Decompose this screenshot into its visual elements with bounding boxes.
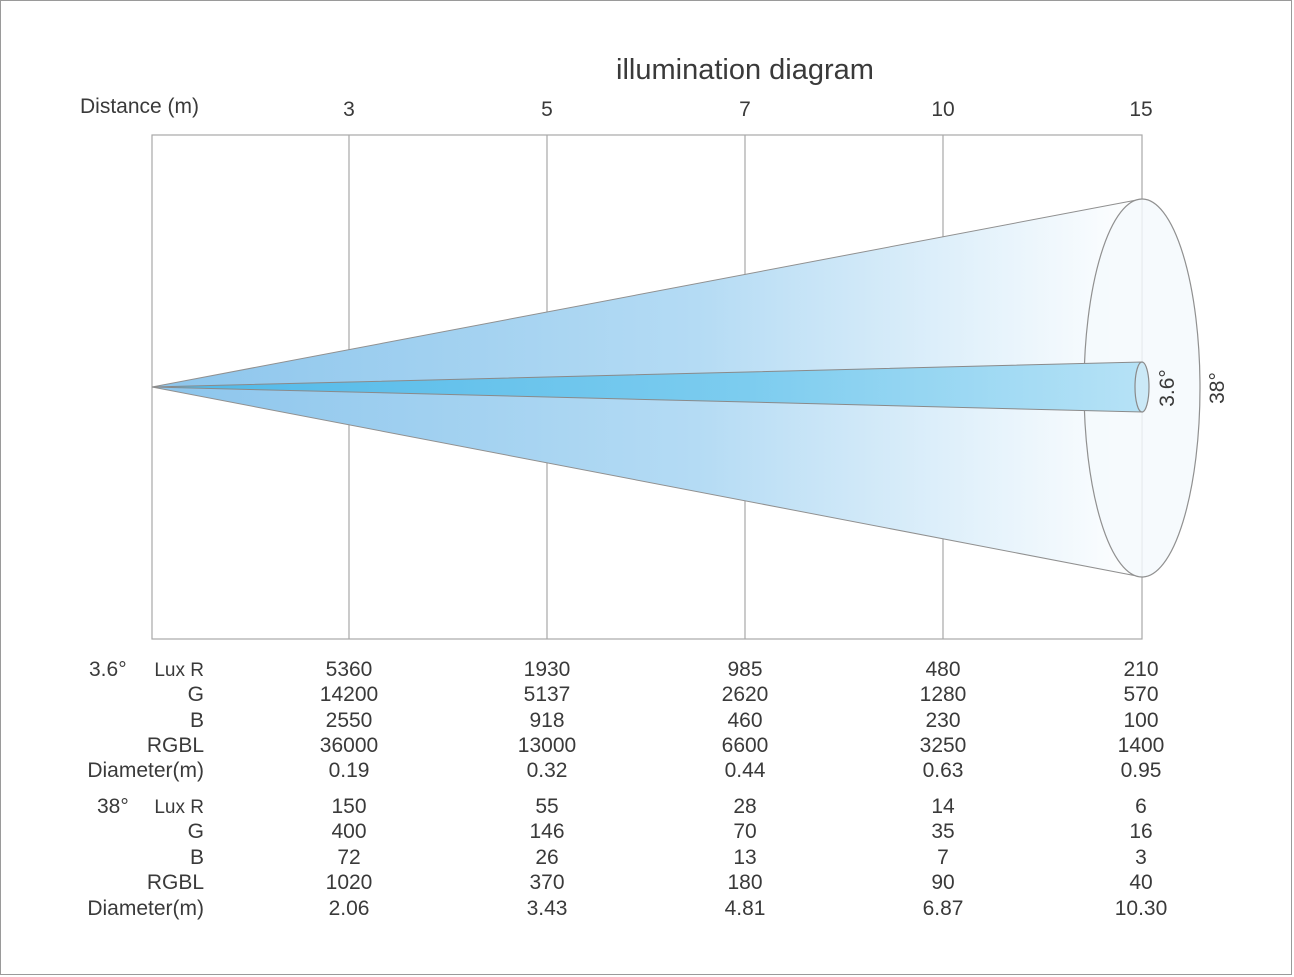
table-cell: 0.32	[527, 759, 568, 782]
table-cell: 40	[1129, 871, 1152, 894]
table-cell: 918	[529, 709, 564, 732]
row-label: Diameter(m)	[87, 897, 204, 920]
table-cell: 6600	[722, 734, 769, 757]
row-label: Lux R	[154, 660, 204, 681]
table-cell: 28	[733, 795, 756, 818]
distance-tick: 15	[1129, 98, 1152, 121]
table-cell: 0.19	[329, 759, 370, 782]
table-cell: 1280	[920, 683, 967, 706]
distance-tick: 3	[343, 98, 355, 121]
table-cell: 570	[1123, 683, 1158, 706]
table-cell: 985	[727, 658, 762, 681]
table-cell: 100	[1123, 709, 1158, 732]
table-cell: 16	[1129, 820, 1152, 843]
table-narrow: 3.6° Lux R G B RGBL Diameter(m) 5360 193…	[87, 658, 1164, 782]
row-label: RGBL	[147, 734, 204, 757]
table-cell: 13000	[518, 734, 576, 757]
table-cell: 210	[1123, 658, 1158, 681]
diagram-title: illumination diagram	[616, 54, 874, 86]
table-angle: 38°	[97, 795, 129, 818]
table-cell: 2550	[326, 709, 373, 732]
row-label: B	[190, 709, 204, 732]
table-cell: 55	[535, 795, 558, 818]
table-cell: 146	[529, 820, 564, 843]
distance-tick: 5	[541, 98, 553, 121]
narrow-beam-ellipse	[1134, 361, 1150, 413]
table-cell: 460	[727, 709, 762, 732]
table-cell: 2.06	[329, 897, 370, 920]
table-cell: 26	[535, 846, 558, 869]
table-cell: 3250	[920, 734, 967, 757]
table-cell: 6.87	[923, 897, 964, 920]
table-cell: 14	[931, 795, 955, 818]
narrow-angle-label: 3.6°	[1156, 369, 1179, 407]
table-cell: 1020	[326, 871, 373, 894]
table-cell: 0.95	[1121, 759, 1162, 782]
table-cell: 1930	[524, 658, 571, 681]
table-cell: 230	[925, 709, 960, 732]
distance-tick: 10	[931, 98, 954, 121]
table-cell: 5137	[524, 683, 571, 706]
distance-label: Distance (m)	[80, 95, 199, 118]
table-cell: 6	[1135, 795, 1147, 818]
wide-angle-label: 38°	[1206, 372, 1229, 404]
table-cell: 36000	[320, 734, 378, 757]
table-cell: 14200	[320, 683, 378, 706]
table-cell: 480	[925, 658, 960, 681]
row-label: Lux R	[154, 797, 204, 818]
table-cell: 180	[727, 871, 762, 894]
table-cell: 72	[337, 846, 360, 869]
table-cell: 35	[931, 820, 954, 843]
table-cell: 0.63	[923, 759, 964, 782]
table-angle: 3.6°	[89, 658, 127, 681]
table-cell: 1400	[1118, 734, 1165, 757]
table-cell: 90	[931, 871, 954, 894]
row-label: G	[188, 820, 204, 843]
table-cell: 400	[331, 820, 366, 843]
table-cell: 13	[733, 846, 756, 869]
table-cell: 3.43	[527, 897, 568, 920]
table-cell: 2620	[722, 683, 769, 706]
table-cell: 7	[937, 846, 949, 869]
table-wide: 38° Lux R G B RGBL Diameter(m) 150 55 28…	[87, 795, 1167, 920]
distance-tick: 7	[739, 98, 751, 121]
table-cell: 3	[1135, 846, 1147, 869]
row-label: RGBL	[147, 871, 204, 894]
row-label: G	[188, 683, 204, 706]
table-cell: 4.81	[725, 897, 766, 920]
table-cell: 0.44	[725, 759, 766, 782]
table-cell: 10.30	[1115, 897, 1168, 920]
table-cell: 70	[733, 820, 756, 843]
table-cell: 370	[529, 871, 564, 894]
table-cell: 5360	[326, 658, 373, 681]
table-cell: 150	[331, 795, 366, 818]
row-label: B	[190, 846, 204, 869]
row-label: Diameter(m)	[87, 759, 204, 782]
